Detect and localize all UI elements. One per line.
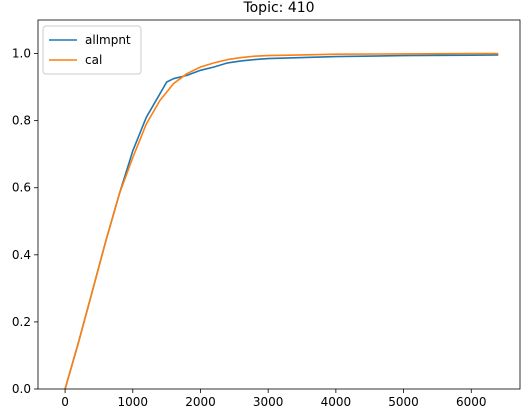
y-tick-label: 0.8 [12, 114, 31, 128]
legend-box [42, 25, 142, 75]
plot-frame [37, 19, 521, 390]
x-tick-label: 0 [61, 395, 69, 409]
series-line-cal [64, 52, 499, 390]
y-tick-label: 0.2 [12, 315, 31, 329]
series-line-allmpnt [64, 54, 499, 390]
x-tick-label: 6000 [456, 395, 487, 409]
y-tick-label: 0.0 [12, 382, 31, 396]
x-tick-label: 4000 [321, 395, 352, 409]
legend: allmpnt cal [42, 25, 142, 75]
series-layer [64, 52, 499, 390]
y-tick-label: 1.0 [12, 47, 31, 61]
y-tick-label: 0.4 [12, 248, 31, 262]
y-tick-label: 0.6 [12, 181, 31, 195]
x-tick-label: 5000 [388, 395, 419, 409]
legend-label-allmpnt: allmpnt [85, 33, 131, 47]
legend-label-cal: cal [85, 53, 102, 67]
x-tick-label: 3000 [253, 395, 284, 409]
chart-title: Topic: 410 [242, 0, 314, 16]
x-tick-label: 2000 [185, 395, 216, 409]
axes: 0 1000 2000 3000 4000 5000 6000 0.0 0.2 0.4 0.6 0.8… [12, 19, 521, 409]
x-tick-label: 1000 [118, 395, 149, 409]
